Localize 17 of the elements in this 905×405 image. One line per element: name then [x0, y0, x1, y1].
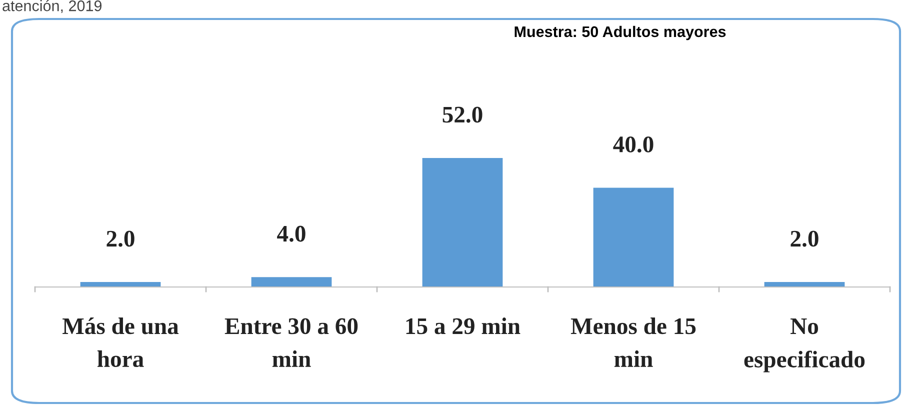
chart-subtitle: Muestra: 50 Adultos mayores [514, 26, 726, 40]
bar [764, 282, 845, 287]
data-label: 52.0 [442, 106, 482, 123]
data-label: 40.0 [613, 136, 654, 153]
x-tick-label: Entre 30 a 60 min [224, 318, 358, 367]
data-label: 4.0 [277, 226, 306, 242]
data-label: 2.0 [106, 230, 134, 247]
text: atención, 2019 [2, 0, 102, 14]
x-tick-label: No especificado [744, 318, 865, 372]
x-tick-label: Más de una hora [62, 318, 179, 368]
bar [251, 277, 332, 287]
bar [593, 188, 674, 287]
x-tick-label: Menos de 15 min [570, 318, 696, 367]
bar [422, 158, 503, 287]
x-tick-label: 15 a 29 min [406, 318, 520, 334]
bar [80, 282, 161, 287]
data-label: 2.0 [790, 230, 818, 247]
